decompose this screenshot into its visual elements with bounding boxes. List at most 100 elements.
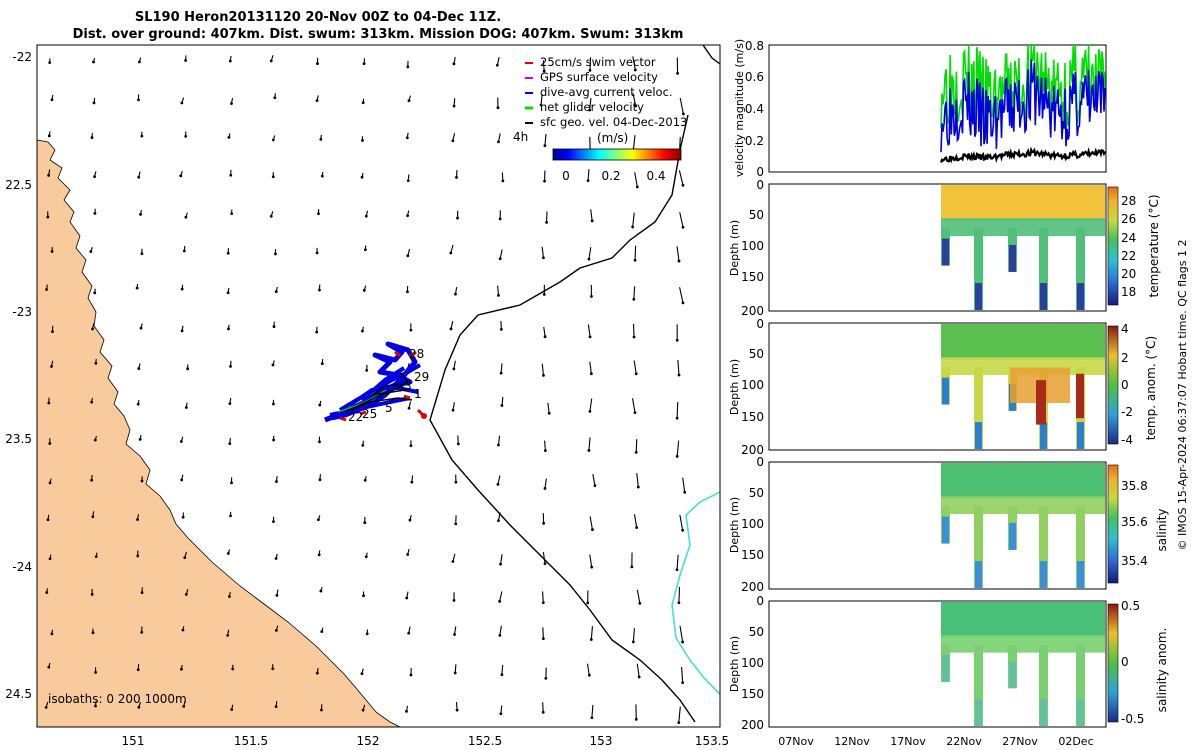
dive-profile-bottom [975,283,982,310]
current-vector-head [228,442,232,445]
current-vector-head [316,62,319,65]
current-vector-head [590,219,594,223]
current-vector [679,514,684,531]
current-vector-head [226,291,230,295]
current-vector-head [681,640,685,644]
current-vector-head [315,99,319,102]
sanom-cb-label: salinity anom. [1155,628,1169,713]
track-day-label: 1 [414,387,422,401]
tanom-cb-label: temp. anom. (°C) [1144,336,1158,440]
depth-tick: 50 [749,486,764,500]
current-vector [632,93,637,107]
current-vector-head [501,179,505,183]
current-vector-head [273,96,277,100]
current-vector-head [50,250,54,253]
current-vector [633,514,638,528]
current-vector-head [362,594,365,598]
tanom-cb-tick: -2 [1121,405,1133,419]
current-vector [499,249,503,259]
vel-y-tick: 0.4 [745,102,764,116]
current-vector-head [47,665,51,669]
current-vector-head [588,409,592,413]
current-vector-head [541,637,545,641]
current-vector-head [318,403,322,407]
current-vector-head [230,212,234,216]
current-vector-head [543,487,547,490]
depth-tick: 200 [741,443,764,457]
current-vector-head [320,708,323,712]
track-day-label: 3 [404,379,412,393]
sal-cb-tick: 35.8 [1121,479,1148,493]
current-vector-head [274,557,278,560]
current-vector-head [497,443,500,447]
current-vector-head [681,183,685,187]
current-vector [588,247,592,260]
current-vector [501,396,504,406]
current-vector-head [362,62,366,66]
depth-tick: 150 [741,270,764,284]
current-vector-head [452,598,456,602]
current-vector [542,60,545,72]
current-vector-head [365,369,369,372]
current-vector-head [226,251,230,255]
land-area [37,139,401,727]
legend-label-gps: GPS surface velocity [540,70,658,84]
x-tick-label: 151 [122,734,145,748]
current-vector-head [274,705,278,709]
dive-avg-current-trace-2 [329,363,422,417]
current-vector [633,360,637,374]
current-vector-head [179,440,183,443]
tanom-cb-tick: -4 [1121,433,1133,447]
current-vector-head [454,292,457,296]
current-vector-head [50,365,53,368]
current-vector-head [90,136,94,139]
current-vector-head [136,554,140,558]
current-vector-head [360,672,364,676]
current-vector-head [410,480,414,484]
current-vector-head [92,101,96,105]
isobath-1000m-north [702,45,720,65]
current-vector-head [315,330,319,334]
current-vector-head [675,338,679,342]
current-vector-head [496,106,500,110]
current-vector-head [675,568,679,572]
current-vector [454,664,457,674]
current-vector-head [498,633,502,637]
dive-profile-bottom [1077,283,1084,310]
depth-tick: 50 [749,625,764,639]
current-vector-head [274,628,278,632]
current-vector-head [182,705,186,708]
current-vector-head [542,293,546,296]
current-vector-head [451,408,455,412]
current-vector-head [498,599,502,603]
current-vector-head [547,411,551,415]
current-vector [636,663,640,678]
dive-profile-bottom [975,422,982,449]
current-vector-head [407,631,411,635]
date-tick-label: 07Nov [778,735,814,748]
current-vector [500,363,503,374]
x-tick-label: 152.5 [468,734,502,748]
sal-cb-tick: 35.4 [1121,554,1148,568]
current-vector-head [500,673,504,677]
current-vector-head [230,481,233,485]
current-vector [497,133,501,142]
current-vector-head [499,712,503,716]
current-vector [632,56,636,71]
current-vector-head [274,252,277,256]
dive-profile-column [1076,645,1085,726]
current-vector-head [229,364,232,368]
current-vector-head [634,104,638,108]
current-vector-head [51,330,54,334]
depth-tick: 200 [741,718,764,732]
date-tick-label: 22Nov [946,735,982,748]
current-vector-head [93,291,97,295]
current-vector-head [587,449,591,452]
warm-anomaly-core [1076,373,1084,419]
net-glider-velocity-line [940,44,1106,135]
sfc-geo-velocity-line [939,146,1107,164]
current-vector-head [230,708,234,711]
vel-y-tick: 0.8 [745,39,764,53]
current-vector-head [140,252,144,256]
dive-profile-column [1076,228,1085,310]
